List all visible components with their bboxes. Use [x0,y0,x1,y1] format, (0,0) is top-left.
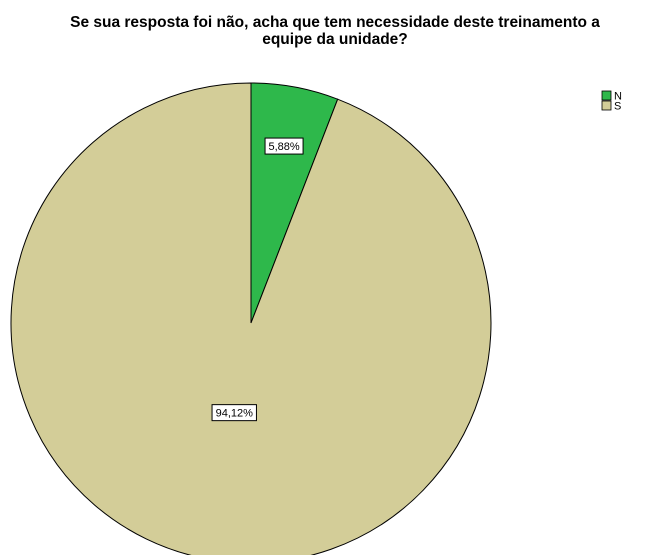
data-label-box-n [264,137,304,155]
chart-title-line-1: Se sua resposta foi não, acha que tem ne… [70,14,600,31]
pie-slice-s [10,82,492,555]
pie-slices [10,82,492,555]
legend: NS [601,90,622,113]
data-label-s: 94,12% [216,408,254,420]
legend-label-n: N [614,91,622,103]
data-label-n: 5,88% [268,141,299,153]
data-label-box-s [211,404,257,422]
legend-label-s: S [614,101,621,113]
legend-swatch-n [601,90,612,101]
pie-data-labels: 5,88% 94,12% [211,137,304,422]
chart-title: Se sua resposta foi não, acha que tem ne… [0,14,670,48]
chart-title-line-2: equipe da unidade? [262,31,408,48]
legend-swatch-s [601,100,612,111]
